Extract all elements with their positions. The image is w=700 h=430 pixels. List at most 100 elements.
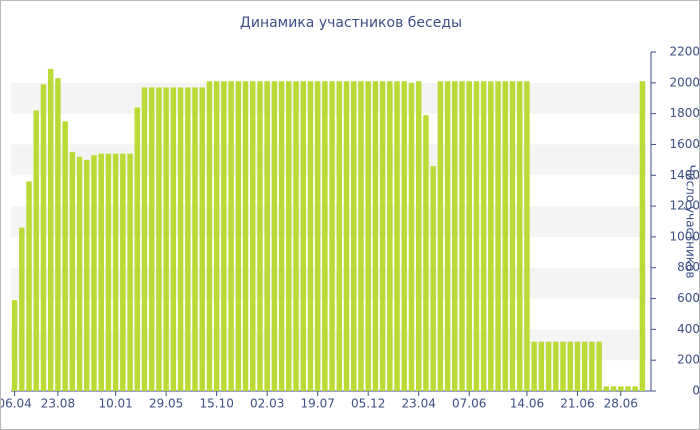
bar (343, 81, 350, 391)
bar (387, 81, 393, 391)
bar (40, 84, 47, 391)
bar (531, 341, 537, 391)
bar (603, 386, 610, 391)
y-tick-label: 1000 (669, 229, 700, 243)
bar (329, 81, 335, 391)
bar (408, 82, 415, 392)
bar (69, 152, 76, 391)
bar (271, 81, 278, 391)
bar (242, 81, 249, 391)
bar (249, 81, 256, 391)
bar (127, 153, 133, 391)
bar (19, 227, 25, 391)
bar (581, 341, 588, 391)
bar (480, 81, 487, 391)
bar (177, 87, 184, 391)
chart-title: Динамика участников беседы (240, 15, 462, 31)
bar (213, 81, 220, 391)
x-tick-label: 19.07 (300, 397, 334, 411)
bar (567, 341, 573, 391)
y-tick-label: 400 (677, 322, 700, 336)
bar (560, 341, 566, 391)
bar (199, 87, 205, 391)
bar (639, 81, 646, 391)
bar (264, 81, 270, 391)
bar (351, 81, 357, 391)
y-tick-label: 1200 (669, 199, 700, 213)
y-tick-label: 600 (677, 291, 700, 305)
x-tick-label: 23.08 (41, 397, 75, 411)
bar (553, 341, 559, 391)
x-tick-label: 29.05 (149, 397, 183, 411)
bar (509, 81, 516, 391)
bar (502, 81, 509, 391)
bar (307, 81, 314, 391)
bar (257, 81, 263, 391)
y-tick-label: 1800 (669, 106, 700, 120)
x-tick-label: 02.03 (250, 397, 284, 411)
bar (632, 386, 638, 391)
bar (516, 81, 523, 391)
bar (365, 81, 371, 391)
bar (76, 156, 83, 391)
x-tick-label: 23.04 (402, 397, 436, 411)
y-tick-label: 2000 (669, 75, 700, 89)
bar (185, 87, 191, 391)
grid-band (11, 82, 646, 114)
x-tick-label: 06.04 (0, 397, 32, 411)
bar (538, 341, 545, 391)
x-tick-label: 28.06 (604, 397, 638, 411)
bar (91, 155, 97, 391)
bar (47, 68, 54, 391)
bar (452, 81, 458, 391)
bar (314, 81, 321, 391)
bar (466, 81, 472, 391)
y-tick-label: 2200 (669, 45, 700, 59)
bar (379, 81, 386, 391)
bar (358, 81, 364, 391)
y-axis-label: Число участников (684, 165, 698, 279)
bar (235, 81, 242, 391)
x-tick-label: 07.06 (452, 397, 486, 411)
bar (112, 153, 119, 391)
y-tick-label: 800 (677, 260, 700, 274)
x-tick-label: 05.12 (351, 397, 385, 411)
bar (625, 386, 631, 391)
bar (84, 159, 90, 391)
bar (148, 87, 155, 391)
bar (394, 81, 400, 391)
bar (300, 81, 306, 391)
y-tick-label: 1400 (669, 168, 700, 182)
bar (618, 386, 624, 391)
y-tick-label: 0 (692, 384, 700, 398)
bar (495, 81, 501, 391)
y-tick-label: 200 (677, 353, 700, 367)
bar (163, 87, 169, 391)
bar (55, 78, 61, 391)
bar (430, 166, 436, 391)
bar (120, 153, 126, 391)
bar (336, 81, 343, 391)
x-tick-label: 15.10 (199, 397, 233, 411)
bar (105, 153, 112, 391)
bar (192, 87, 198, 391)
bar (444, 81, 451, 391)
bar (221, 81, 227, 391)
bar (278, 81, 285, 391)
bar (610, 386, 617, 391)
bar (141, 87, 148, 391)
bar (437, 81, 444, 391)
bar (415, 81, 422, 391)
bar (574, 341, 581, 391)
bar (293, 81, 299, 391)
bar (589, 341, 595, 391)
bar (156, 87, 162, 391)
bar (11, 300, 18, 391)
y-tick-label: 1600 (669, 137, 700, 151)
bar (33, 110, 39, 392)
x-tick-label: 21.06 (560, 397, 594, 411)
bar (206, 81, 213, 391)
bar (524, 81, 530, 391)
bar (596, 341, 602, 391)
